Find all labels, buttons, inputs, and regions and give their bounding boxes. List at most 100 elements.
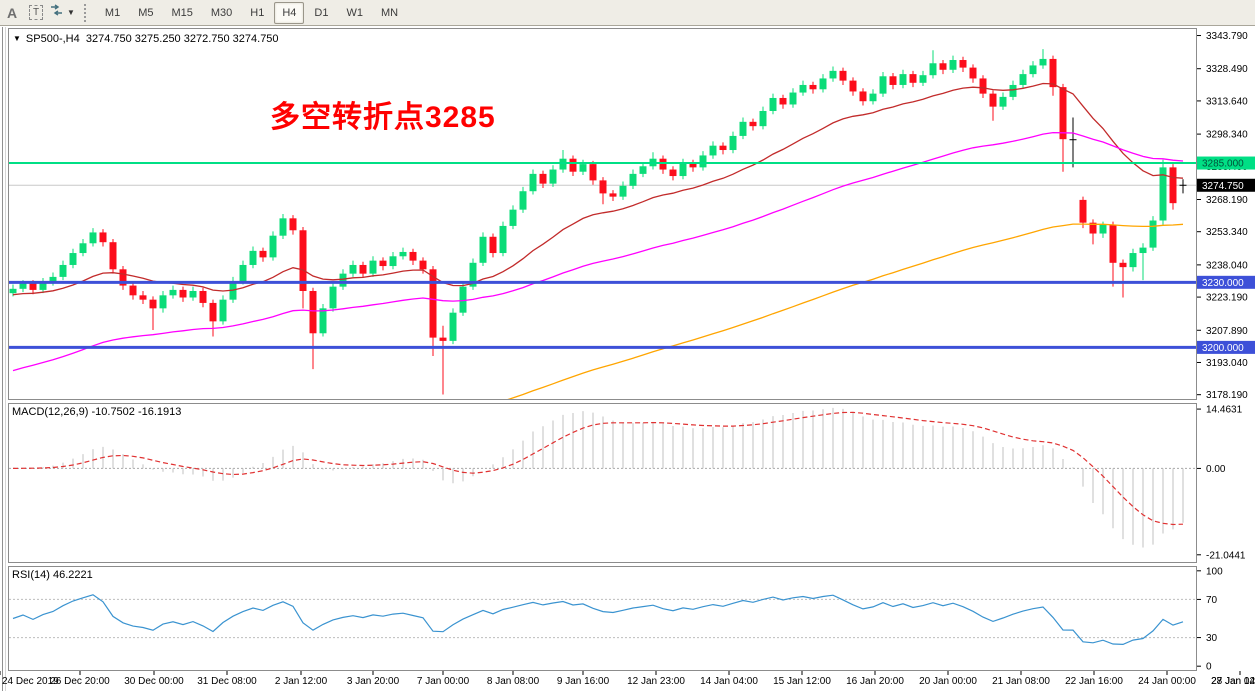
time-axis-label: 27 Jan 04:00 — [1211, 676, 1255, 687]
candle-body — [1089, 222, 1097, 234]
toolbar: A T ▼ M1 M5 M15 M30 H1 H4 D1 W1 MN — [0, 0, 1255, 26]
candle-body — [719, 145, 727, 151]
current-price-badge — [1197, 178, 1255, 192]
candle-body — [1039, 58, 1047, 66]
timeframe-button-m1[interactable]: M1 — [104, 6, 121, 19]
timeframe-button-d1[interactable]: D1 — [314, 6, 329, 19]
candle-body — [399, 251, 407, 257]
panel-frame[interactable] — [8, 28, 1197, 400]
candle-body — [1109, 224, 1117, 263]
candle-body — [259, 250, 267, 258]
candle-body — [469, 262, 477, 287]
candle-body — [899, 74, 907, 85]
price-axis-label: 3178.190 — [1206, 390, 1248, 401]
candle-body — [49, 276, 57, 283]
candle-body — [699, 155, 707, 168]
candle-body — [109, 242, 117, 270]
hline-badge — [1197, 340, 1255, 354]
time-axis-label: 7 Jan 00:00 — [417, 676, 470, 687]
candle-body — [779, 97, 787, 105]
price-axis-label: 3313.640 — [1206, 96, 1248, 107]
candle-body — [1099, 224, 1107, 234]
candle-body — [239, 264, 247, 282]
candle-body — [39, 282, 47, 290]
candle-body — [29, 283, 37, 290]
candle-body — [129, 285, 137, 296]
time-axis-label: 22 Jan 16:00 — [1065, 676, 1123, 687]
candle-body — [1129, 253, 1137, 268]
panel-frame[interactable] — [8, 566, 1197, 671]
price-axis-label: 3193.040 — [1206, 358, 1248, 369]
rsi-axis-label: 0 — [1206, 662, 1212, 673]
timeframe-button-h4[interactable]: H4 — [274, 1, 305, 24]
candle-body — [389, 256, 397, 267]
macd-signal-line — [12, 411, 1184, 526]
candle-body — [729, 135, 737, 151]
main-plot[interactable] — [9, 49, 1196, 560]
candle-body — [1049, 58, 1057, 88]
rsi-axis-label: 30 — [1206, 633, 1218, 644]
candle-body — [709, 145, 717, 156]
hline-badge — [1197, 275, 1255, 289]
candle-body — [19, 283, 27, 289]
candle-body — [1169, 167, 1177, 204]
toolbar-grip[interactable] — [83, 3, 90, 22]
price-axis-label: 3207.890 — [1206, 326, 1248, 337]
timeframe-button-mn[interactable]: MN — [380, 6, 399, 19]
price-axis-label: 3238.040 — [1206, 260, 1248, 271]
rsi-value: 46.2221 — [52, 569, 93, 581]
candle-body — [379, 260, 387, 267]
ma-line-fast — [12, 82, 1184, 296]
rsi-name: RSI(14) — [12, 569, 50, 581]
candle-body — [679, 163, 687, 177]
arrows-icon — [49, 4, 65, 21]
candle-body — [869, 93, 877, 102]
candle-body — [889, 76, 897, 85]
text-label-tool-button[interactable]: A — [6, 4, 18, 21]
timeframe-button-m5[interactable]: M5 — [138, 6, 154, 19]
candle-body — [309, 290, 317, 334]
candle-body — [619, 185, 627, 197]
candle-body — [549, 169, 557, 184]
candle-body — [569, 158, 577, 172]
timeframe-button-m15[interactable]: M15 — [171, 6, 193, 19]
candle-body — [219, 299, 227, 322]
text-box-tool-button[interactable]: T — [25, 3, 47, 23]
candle-body — [559, 158, 567, 170]
candle-body — [289, 218, 297, 231]
time-axis-label: 8 Jan 08:00 — [487, 676, 540, 687]
candle-body — [749, 121, 757, 127]
candle-body — [959, 60, 967, 68]
time-axis-label: 30 Dec 00:00 — [124, 676, 184, 687]
macd-values: -10.7502 -16.1913 — [91, 406, 182, 418]
candle-body — [979, 78, 987, 94]
candle-body — [149, 299, 157, 309]
hline-badge-text: 3200.000 — [1202, 343, 1244, 354]
candle-body — [1029, 65, 1037, 75]
candle-body — [169, 289, 177, 296]
time-axis-label: 26 Dec 20:00 — [50, 676, 110, 687]
candle-body — [759, 110, 767, 127]
candle-body — [409, 251, 417, 261]
candle-body — [319, 308, 327, 334]
candle-body — [1079, 199, 1087, 223]
price-axis-label: 3328.490 — [1206, 64, 1248, 75]
candle-body — [1009, 84, 1017, 97]
chart-text-annotation[interactable]: 多空转折点3285 — [270, 101, 496, 134]
arrows-tool-button[interactable]: ▼ — [49, 3, 75, 23]
candle-body — [929, 63, 937, 76]
time-axis-label: 9 Jan 16:00 — [557, 676, 610, 687]
symbol-dropdown-icon[interactable]: ▼ — [13, 34, 21, 43]
timeframe-button-w1[interactable]: W1 — [346, 6, 363, 19]
candle-body — [119, 269, 127, 286]
candle-body — [859, 91, 867, 102]
candle-body — [589, 164, 597, 181]
timeframe-button-h1[interactable]: H1 — [250, 6, 265, 19]
hline-badge-text: 3285.000 — [1202, 159, 1244, 170]
timeframe-button-m30[interactable]: M30 — [210, 6, 233, 19]
candle-body — [819, 78, 827, 90]
candle-body — [449, 312, 457, 341]
candle-body — [349, 264, 357, 274]
candle-body — [579, 164, 587, 172]
